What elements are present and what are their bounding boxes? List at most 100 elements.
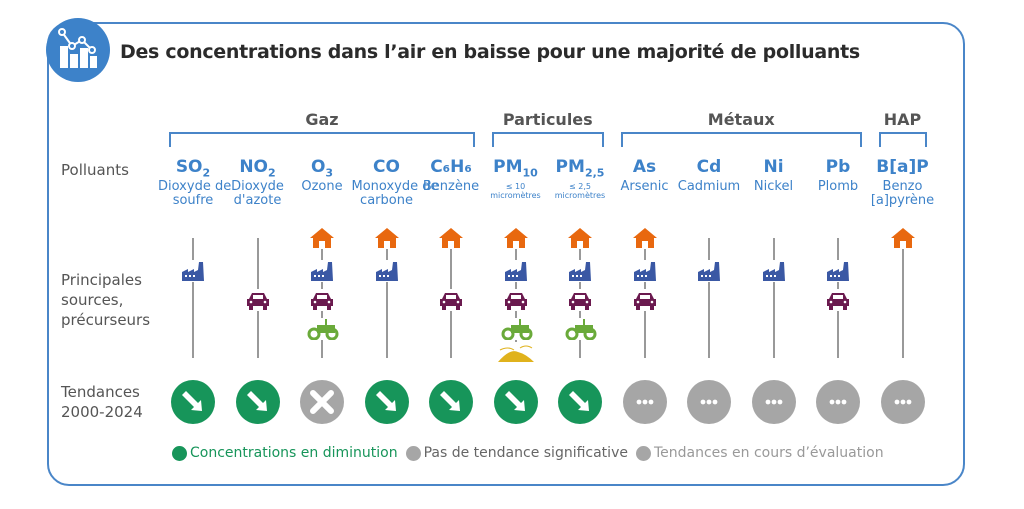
ellipsis-icon bbox=[880, 380, 925, 424]
pollutant-symbol: SO2 bbox=[175, 157, 211, 180]
pollutant-symbol: CO bbox=[373, 157, 400, 177]
car-icon bbox=[825, 289, 851, 311]
pollutant-name: Benzène bbox=[422, 179, 480, 194]
car-icon bbox=[438, 289, 464, 311]
category-label: HAP bbox=[883, 110, 922, 129]
house-icon bbox=[631, 227, 658, 249]
car-icon bbox=[244, 289, 271, 311]
pollutant-symbol: As bbox=[632, 157, 657, 177]
page-title: Des concentrations dans l’air en baisse … bbox=[120, 41, 860, 63]
ellipsis-icon bbox=[635, 445, 651, 461]
row-label-trends: Tendances 2000-2024 bbox=[61, 383, 143, 421]
factory-icon bbox=[309, 260, 335, 282]
pollutant-name: Dioxyde d'azote bbox=[231, 179, 284, 208]
pollutant-column: As Arsenic bbox=[610, 155, 680, 194]
infographic-frame bbox=[47, 22, 965, 486]
pollutant-name: Monoxyde de carbone bbox=[351, 179, 439, 208]
down-arrow-icon bbox=[558, 380, 602, 424]
category-label: Gaz bbox=[305, 110, 339, 129]
pollutant-column: CO Monoxyde de carbone bbox=[351, 155, 439, 208]
pollutant-symbol: O3 bbox=[310, 157, 334, 180]
source-line bbox=[385, 244, 388, 358]
pollutant-name: Plomb bbox=[817, 179, 859, 194]
pollutant-column: PM2,5 ≤ 2,5 micromètres bbox=[545, 155, 615, 200]
category-label: Métaux bbox=[707, 110, 775, 129]
pollutant-symbol: B[a]P bbox=[876, 157, 929, 177]
house-icon bbox=[309, 227, 335, 249]
pollutant-column: PM10 ≤ 10 micromètres bbox=[481, 155, 551, 200]
row-label-pollutants: Polluants bbox=[61, 161, 129, 179]
factory-icon bbox=[502, 260, 529, 282]
pollutant-column: B[a]P Benzo [a]pyrène bbox=[868, 155, 938, 208]
tractor-icon bbox=[563, 318, 597, 341]
car-icon bbox=[567, 289, 593, 311]
factory-icon bbox=[760, 260, 787, 282]
legend-label: Concentrations en diminution bbox=[190, 445, 398, 461]
x-icon bbox=[405, 445, 421, 461]
row-label-sources: Principales sources, précurseurs bbox=[61, 271, 151, 329]
down-arrow-icon bbox=[235, 380, 280, 424]
pollutant-symbol: Cd bbox=[696, 157, 722, 177]
house-icon bbox=[567, 227, 593, 249]
category-bracket bbox=[620, 132, 862, 147]
source-line bbox=[772, 238, 775, 358]
category-bracket bbox=[878, 132, 927, 147]
down-arrow-icon bbox=[172, 445, 187, 461]
pollutant-symbol: Pb bbox=[825, 157, 851, 177]
source-line bbox=[901, 244, 904, 358]
legend-item-down: Concentrations en diminution bbox=[172, 445, 398, 461]
house-icon bbox=[373, 227, 400, 249]
category-label: Particules bbox=[502, 110, 593, 129]
car-icon bbox=[631, 289, 658, 311]
pollutant-column: Ni Nickel bbox=[739, 155, 809, 194]
dust-icon bbox=[495, 342, 536, 364]
pollutant-column: O3 Ozone bbox=[287, 155, 357, 194]
pollutant-column: Pb Plomb bbox=[803, 155, 873, 194]
pollutant-name: Nickel bbox=[753, 179, 794, 194]
pollutant-symbol: PM2,5 bbox=[555, 157, 605, 180]
pollutant-name: ≤ 10 micromètres bbox=[490, 182, 541, 200]
ellipsis-icon bbox=[816, 380, 860, 424]
factory-icon bbox=[696, 260, 722, 282]
car-icon bbox=[502, 289, 529, 311]
house-icon bbox=[438, 227, 464, 249]
legend-item-eval: Tendances en cours d’évaluation bbox=[635, 445, 884, 461]
legend: Concentrations en diminution Pas de tend… bbox=[172, 445, 884, 461]
down-arrow-icon bbox=[171, 380, 215, 424]
factory-icon bbox=[567, 260, 593, 282]
pollutant-name: Ozone bbox=[301, 179, 343, 194]
ellipsis-icon bbox=[622, 380, 667, 424]
pollutant-symbol: Ni bbox=[763, 157, 784, 177]
bar-line-chart-icon bbox=[46, 18, 110, 82]
pollutant-symbol: C₆H₆ bbox=[430, 157, 472, 177]
source-line bbox=[708, 238, 710, 358]
x-icon bbox=[300, 380, 344, 424]
pollutant-column: C₆H₆ Benzène bbox=[416, 155, 486, 194]
legend-label: Tendances en cours d’évaluation bbox=[653, 445, 884, 461]
category-bracket bbox=[169, 132, 475, 147]
pollutant-name: Benzo [a]pyrène bbox=[870, 179, 935, 208]
factory-icon bbox=[180, 260, 206, 282]
ellipsis-icon bbox=[751, 380, 796, 424]
source-line bbox=[192, 238, 194, 358]
pollutant-symbol: PM10 bbox=[493, 157, 538, 180]
house-icon bbox=[889, 227, 916, 249]
pollutant-name: Cadmium bbox=[677, 179, 741, 194]
legend-item-none: Pas de tendance significative bbox=[405, 445, 628, 461]
pollutant-name: ≤ 2,5 micromètres bbox=[554, 182, 606, 200]
category-bracket bbox=[491, 132, 604, 147]
pollutant-column: NO2 Dioxyde d'azote bbox=[223, 155, 293, 208]
legend-label: Pas de tendance significative bbox=[423, 445, 628, 461]
pollutant-name: Dioxyde de soufre bbox=[158, 179, 232, 208]
pollutant-column: Cd Cadmium bbox=[674, 155, 744, 194]
car-icon bbox=[309, 289, 335, 311]
house-icon bbox=[502, 227, 529, 249]
down-arrow-icon bbox=[429, 380, 473, 424]
pollutant-symbol: NO2 bbox=[239, 157, 276, 180]
tractor-icon bbox=[305, 318, 339, 341]
ellipsis-icon bbox=[687, 380, 731, 424]
factory-icon bbox=[631, 260, 658, 282]
pollutant-column: SO2 Dioxyde de soufre bbox=[158, 155, 232, 208]
factory-icon bbox=[825, 260, 851, 282]
pollutant-name: Arsenic bbox=[620, 179, 669, 194]
